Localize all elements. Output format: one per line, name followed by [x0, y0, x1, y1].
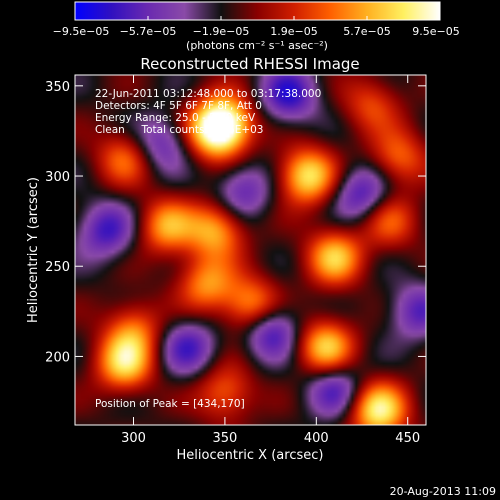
y-tick-label: 350: [45, 80, 70, 95]
colorbar-unit-label: (photons cm⁻² s⁻¹ asec⁻²): [186, 39, 328, 52]
annotation-line: Detectors: 4F 5F 6F 7F 8F, Att 0: [95, 100, 262, 112]
x-tick-label: 450: [395, 431, 420, 446]
colorbar-tick-label: 1.9e−05: [270, 25, 317, 38]
colorbar-tick-label: −1.9e−05: [193, 25, 250, 38]
x-tick-label: 400: [304, 431, 329, 446]
y-axis: 200 250 300 350: [45, 80, 426, 365]
annotation-line: Clean Total counts: 8.26E+03: [95, 124, 264, 136]
x-tick-label: 300: [121, 431, 146, 446]
footer-date: 20-Aug-2013 11:09: [390, 485, 496, 498]
colorbar-ticks: −9.5e−05 −5.7e−05 −1.9e−05 1.9e−05 5.7e−05 9.…: [53, 16, 460, 38]
plot-frame: [74, 74, 427, 426]
chart-title: Reconstructed RHESSI Image: [140, 55, 359, 73]
annotation-line: Energy Range: 25.0 - 50.0 keV: [95, 112, 256, 124]
heatmap-image: [75, 75, 426, 425]
colorbar-tick-label: 5.7e−05: [343, 25, 390, 38]
colorbar-tick-label: 9.5e−05: [412, 25, 459, 38]
annotation-block: 22-Jun-2011 03:12:48.000 to 03:17:38.000…: [95, 88, 321, 136]
x-tick-label: 350: [212, 431, 237, 446]
peak-position-label: Position of Peak = [434,170]: [95, 398, 245, 410]
annotation-line: 22-Jun-2011 03:12:48.000 to 03:17:38.000: [95, 88, 321, 100]
y-tick-label: 250: [45, 260, 70, 275]
y-axis-label: Heliocentric Y (arcsec): [26, 177, 41, 323]
colorbar-tick-label: −5.7e−05: [120, 25, 177, 38]
colorbar: [74, 1, 441, 21]
y-tick-label: 300: [45, 170, 70, 185]
y-tick-label: 200: [45, 350, 70, 365]
colorbar-tick-label: −9.5e−05: [53, 25, 110, 38]
x-axis: 300 350 400 450: [121, 75, 420, 446]
x-axis-label: Heliocentric X (arcsec): [177, 448, 324, 463]
